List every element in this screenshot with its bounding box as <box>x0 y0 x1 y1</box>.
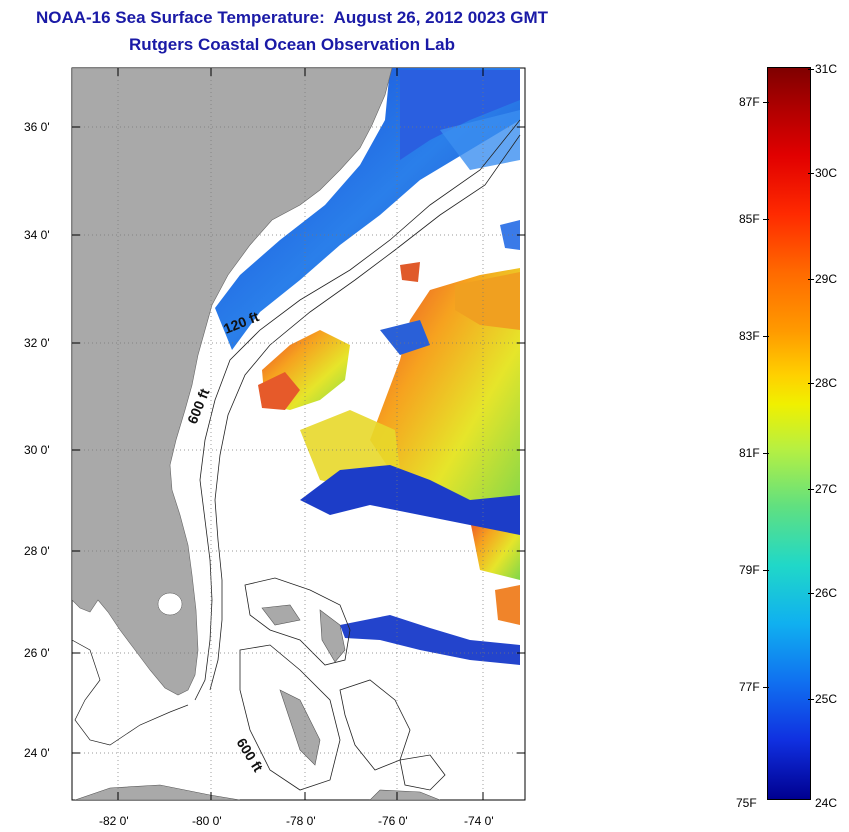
colorbar-celsius-label: 28C <box>815 376 838 390</box>
lon-label: -78 0' <box>286 814 316 828</box>
map-subtitle: Rutgers Coastal Ocean Observation Lab <box>129 35 455 54</box>
island-cuba <box>74 784 241 800</box>
colorbar-celsius-label: 29C <box>815 272 838 286</box>
island-bahamas <box>261 604 301 626</box>
map-title: NOAA-16 Sea Surface Temperature: August … <box>35 8 549 27</box>
sst-cool-patch <box>500 220 520 250</box>
colorbar-celsius-label: 25C <box>815 692 838 706</box>
colorbar-celsius-label: 24C <box>815 796 838 810</box>
lon-label: -80 0' <box>192 814 222 828</box>
sst-warm-patch <box>455 272 520 330</box>
contour-bahamas <box>244 577 351 666</box>
island-bahamas <box>279 689 321 766</box>
colorbar-fahrenheit-label: 79F <box>739 563 760 577</box>
lon-label: -74 0' <box>464 814 494 828</box>
lat-label: 24 0' <box>24 746 50 760</box>
sst-cool-patch <box>300 465 520 535</box>
lat-label: 32 0' <box>24 336 50 350</box>
contour-120ft <box>194 119 521 701</box>
frame-ticks <box>72 68 525 800</box>
lon-label: -82 0' <box>99 814 129 828</box>
colorbar-celsius-label: 27C <box>815 482 838 496</box>
contour-florida-shelf <box>72 639 189 746</box>
sst-cool-patch <box>380 320 430 355</box>
contour-600ft <box>209 134 521 691</box>
lat-label: 36 0' <box>24 120 50 134</box>
sst-coastal-band <box>215 68 520 350</box>
sst-patch <box>440 110 520 170</box>
lake-okeechobee <box>157 592 183 616</box>
temperature-colorbar <box>767 67 811 800</box>
lat-label: 26 0' <box>24 646 50 660</box>
colorbar-fahrenheit-label: 83F <box>739 329 760 343</box>
island-bahamas <box>369 789 441 800</box>
island-bahamas <box>319 609 346 663</box>
sst-warm-patch <box>258 372 300 410</box>
colorbar-celsius-label: 30C <box>815 166 838 180</box>
sst-warm-patch <box>495 585 520 625</box>
lon-label: -76 0' <box>378 814 408 828</box>
colorbar-fahrenheit-label: 81F <box>739 446 760 460</box>
contour-bahamas <box>399 754 446 791</box>
colorbar-fahrenheit-label: 75F <box>736 796 757 810</box>
contour-bahamas <box>239 644 341 791</box>
colorbar-celsius-label: 26C <box>815 586 838 600</box>
colorbar-fahrenheit-label: 77F <box>739 680 760 694</box>
sst-warm-patch <box>400 262 420 282</box>
colorbar-fahrenheit-label: 85F <box>739 212 760 226</box>
colorbar-celsius-label: 31C <box>815 62 838 76</box>
lat-label: 28 0' <box>24 544 50 558</box>
lat-label: 34 0' <box>24 228 50 242</box>
colorbar-fahrenheit-label: 87F <box>739 95 760 109</box>
land-us-southeast <box>72 68 393 696</box>
sst-patch <box>400 70 520 160</box>
lat-label: 30 0' <box>24 443 50 457</box>
sst-cool-patch <box>340 615 520 665</box>
